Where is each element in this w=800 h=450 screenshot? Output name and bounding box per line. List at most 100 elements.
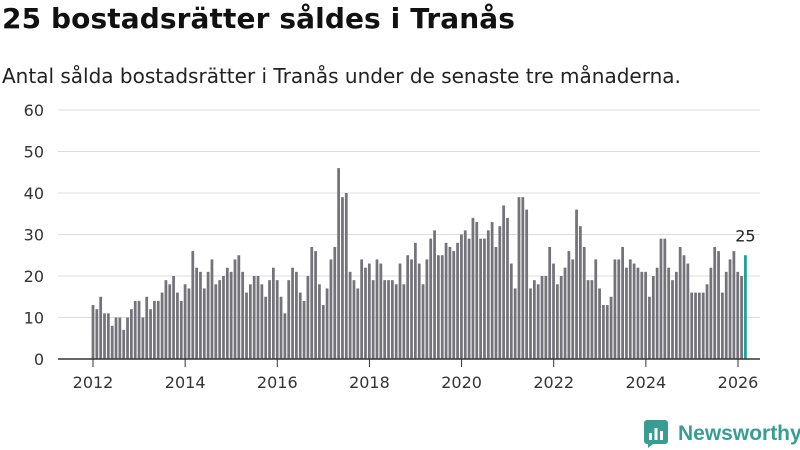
bar xyxy=(130,309,133,359)
bar xyxy=(529,288,532,359)
bar xyxy=(498,226,502,359)
y-tick-label: 60 xyxy=(24,101,44,120)
bar xyxy=(95,309,99,359)
bar xyxy=(352,280,356,359)
bar xyxy=(252,276,256,359)
bar xyxy=(406,255,410,359)
bar xyxy=(536,284,540,359)
bar xyxy=(199,271,202,359)
bar xyxy=(114,317,118,359)
bar xyxy=(655,267,659,359)
bar xyxy=(575,209,578,359)
bar xyxy=(122,329,126,359)
bar xyxy=(506,217,509,359)
bar xyxy=(448,246,452,359)
bar xyxy=(425,259,429,359)
bar xyxy=(517,197,521,359)
bar xyxy=(521,197,525,359)
bar xyxy=(594,259,598,359)
bar xyxy=(463,230,467,359)
bar xyxy=(371,280,375,359)
bar xyxy=(659,238,663,359)
bar xyxy=(241,271,245,359)
bar xyxy=(621,246,624,359)
bar xyxy=(202,288,206,359)
bar xyxy=(590,280,594,359)
bar xyxy=(636,267,640,359)
bar xyxy=(103,313,106,359)
bar xyxy=(195,267,198,359)
bar xyxy=(118,317,122,359)
bar xyxy=(287,280,291,359)
bar xyxy=(663,238,667,359)
bar xyxy=(210,259,214,359)
bar xyxy=(394,284,398,359)
bar xyxy=(674,271,678,359)
bar xyxy=(532,280,536,359)
bar xyxy=(736,271,740,359)
bar xyxy=(582,246,586,359)
bar xyxy=(137,300,141,359)
bar xyxy=(179,300,183,359)
chart-subtitle: Antal sålda bostadsrätter i Tranås under… xyxy=(2,64,681,88)
bar xyxy=(248,284,252,359)
bar xyxy=(490,222,494,359)
bar xyxy=(456,242,459,359)
bar xyxy=(176,292,179,359)
bar xyxy=(697,292,701,359)
bar xyxy=(609,296,613,359)
bar xyxy=(321,305,325,359)
bar xyxy=(709,267,713,359)
bar xyxy=(110,325,114,359)
bar xyxy=(375,259,379,359)
bar xyxy=(440,255,444,359)
bar xyxy=(605,305,609,359)
x-tick-label: 2020 xyxy=(441,373,482,392)
x-axis: 2012 2014 2016 2018 2020 2022 2024 2026 xyxy=(58,358,760,392)
bar xyxy=(360,259,364,359)
bar xyxy=(544,276,548,359)
bar xyxy=(452,251,456,359)
x-tick-label: 2024 xyxy=(625,373,666,392)
bar xyxy=(567,251,571,359)
bar xyxy=(283,313,287,359)
bar xyxy=(713,246,717,359)
bar xyxy=(579,226,582,359)
bar xyxy=(306,276,310,359)
bar xyxy=(705,284,709,359)
bar xyxy=(153,300,156,359)
bar xyxy=(99,296,103,359)
bar xyxy=(525,209,529,359)
y-tick-label: 40 xyxy=(24,184,44,203)
bar xyxy=(644,271,648,359)
bar xyxy=(690,292,694,359)
brand-name: Newsworthy xyxy=(678,422,800,445)
bar xyxy=(291,267,294,359)
annotations: 25 xyxy=(735,226,755,245)
bar xyxy=(156,300,160,359)
bar xyxy=(467,238,471,359)
x-tick-label: 2022 xyxy=(533,373,574,392)
bar xyxy=(513,288,517,359)
bar xyxy=(667,267,671,359)
bar xyxy=(260,284,264,359)
bar xyxy=(364,267,367,359)
bar xyxy=(302,300,306,359)
bar xyxy=(233,259,237,359)
x-tick-label: 2026 xyxy=(718,373,759,392)
bar xyxy=(310,246,314,359)
bar xyxy=(333,246,337,359)
bar xyxy=(502,205,506,359)
bar xyxy=(295,271,298,359)
bar xyxy=(145,296,149,359)
bar xyxy=(187,288,191,359)
bar xyxy=(548,246,552,359)
bar xyxy=(264,296,268,359)
bar xyxy=(540,276,544,359)
bar xyxy=(717,251,720,359)
bar xyxy=(160,292,164,359)
bar xyxy=(387,280,390,359)
bar xyxy=(682,255,686,359)
bar xyxy=(724,271,728,359)
bar xyxy=(390,280,394,359)
